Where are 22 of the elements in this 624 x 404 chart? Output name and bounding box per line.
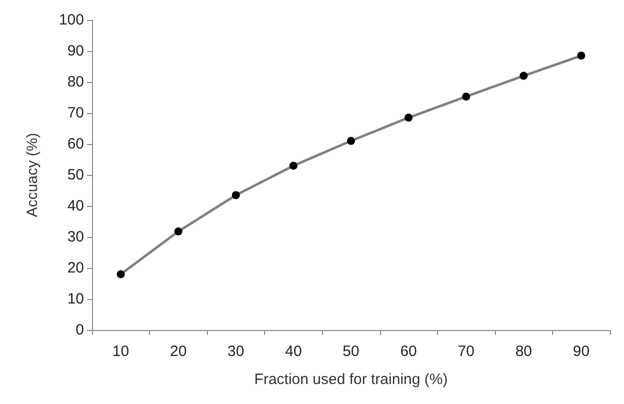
y-tick-label: 70 xyxy=(67,104,84,122)
x-tick-label: 70 xyxy=(458,343,474,360)
y-tick-label: 10 xyxy=(67,290,84,308)
x-tick-label: 50 xyxy=(342,343,360,360)
x-tick-label: 90 xyxy=(572,343,590,360)
x-tick-label: 80 xyxy=(515,343,532,360)
x-tick-label: 60 xyxy=(400,343,417,360)
y-tick-label: 20 xyxy=(67,260,84,276)
x-tick-label: 20 xyxy=(170,343,187,360)
y-tick-label: 60 xyxy=(67,136,84,152)
y-axis-title: Accuacy (%) xyxy=(24,132,41,218)
x-axis-title: Fraction used for training (%) xyxy=(254,371,448,388)
y-tick-label: 90 xyxy=(67,42,84,60)
y-tick-label: 30 xyxy=(67,228,84,246)
x-tick-label: 40 xyxy=(285,343,302,360)
y-tick-label: 40 xyxy=(67,198,84,214)
x-tick-label: 10 xyxy=(112,343,130,360)
y-tick-label: 50 xyxy=(67,166,84,184)
y-tick-label: 100 xyxy=(58,12,84,28)
y-tick-label: 0 xyxy=(76,322,84,338)
y-tick-label: 80 xyxy=(67,74,84,90)
x-tick-label: 30 xyxy=(228,343,244,360)
